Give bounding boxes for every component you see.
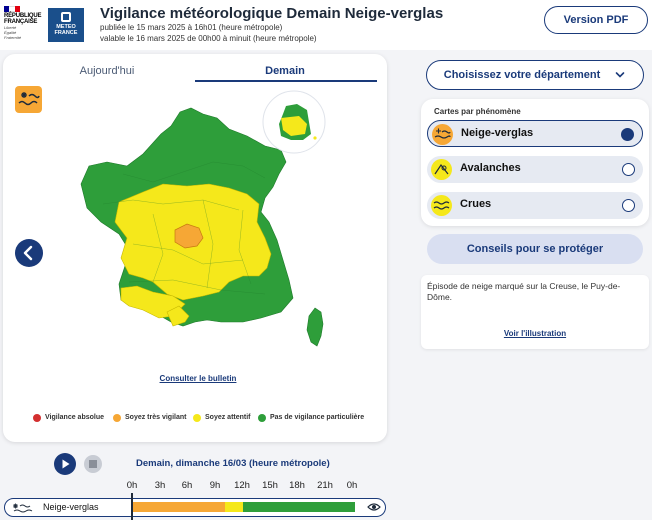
- chevron-down-icon: [615, 72, 625, 78]
- republique-francaise-logo: RÉPUBLIQUE FRANÇAISE Liberté Égalité Fra…: [4, 6, 44, 46]
- timeline-tick: 0h: [346, 480, 358, 491]
- vigilance-legend: Vigilance absolue Soyez très vigilant So…: [33, 412, 373, 424]
- description-card: Épisode de neige marqué sur la Creuse, l…: [421, 275, 649, 349]
- timeline-track-label: Neige-verglas: [43, 502, 99, 512]
- protection-advice-button[interactable]: Conseils pour se protéger: [427, 234, 643, 264]
- waves-icon: [431, 195, 452, 216]
- chevron-left-icon: [23, 245, 33, 261]
- map-card: Aujourd'hui Demain: [3, 54, 387, 442]
- legend-dot: [33, 414, 41, 422]
- phenomena-title: Cartes par phénomène: [434, 107, 521, 116]
- phenomenon-option-neige-verglas[interactable]: Neige-verglas: [427, 120, 643, 147]
- previous-map-button[interactable]: [15, 239, 43, 267]
- legend-dot: [193, 414, 201, 422]
- department-select-label: Choisissez votre département: [443, 69, 601, 81]
- play-icon: [62, 459, 70, 469]
- view-illustration-link[interactable]: Voir l'illustration: [503, 329, 567, 338]
- motto-liberte: Liberté: [4, 25, 17, 30]
- snowflake-ice-icon: [18, 92, 40, 106]
- timeline-tick: 15h: [262, 480, 278, 491]
- avalanche-icon: [431, 159, 452, 180]
- france-text: FRANCE: [54, 30, 78, 36]
- timeline-segment-orange: [132, 502, 225, 512]
- motto-fraternite: Fraternité: [4, 35, 22, 40]
- department-borders: [102, 161, 266, 295]
- phenomenon-option-avalanches[interactable]: Avalanches: [427, 156, 643, 183]
- page-header: RÉPUBLIQUE FRANÇAISE Liberté Égalité Fra…: [0, 0, 652, 50]
- published-date: publiée le 15 mars 2025 à 16h01 (heure m…: [100, 23, 283, 32]
- francaise-text: FRANÇAISE: [4, 19, 38, 25]
- legend-dot: [258, 414, 266, 422]
- phenomenon-label: Avalanches: [460, 162, 521, 174]
- radio-unselected[interactable]: [622, 163, 635, 176]
- stop-icon: [89, 460, 97, 468]
- republique-text: RÉPUBLIQUE: [4, 13, 42, 19]
- timeline-track[interactable]: Neige-verglas: [4, 498, 386, 517]
- phenomenon-label: Neige-verglas: [461, 127, 534, 139]
- meteo-france-logo[interactable]: METEO FRANCE: [48, 8, 84, 42]
- snowflake-ice-icon: [13, 503, 33, 513]
- phenomena-panel: Cartes par phénomène Neige-verglas Avala…: [421, 99, 649, 226]
- legend-label: Vigilance absolue: [45, 414, 105, 421]
- timeline-tick: 9h: [209, 480, 221, 491]
- timeline-tick: 18h: [289, 480, 305, 491]
- timeline-tick: 0h: [126, 480, 138, 491]
- stop-button[interactable]: [84, 455, 102, 473]
- department-select-button[interactable]: Choisissez votre département: [426, 60, 644, 90]
- timeline-tick: 21h: [317, 480, 333, 491]
- tab-tomorrow[interactable]: Demain: [265, 65, 305, 77]
- page-title: Vigilance météorologique Demain Neige-ve…: [100, 5, 444, 22]
- legend-label: Soyez très vigilant: [125, 414, 187, 421]
- active-tab-indicator: [195, 80, 377, 82]
- radio-selected[interactable]: [621, 128, 634, 141]
- episode-description: Épisode de neige marqué sur la Creuse, l…: [427, 281, 621, 302]
- consult-bulletin-link[interactable]: Consulter le bulletin: [159, 374, 237, 383]
- timeline-date: Demain, dimanche 16/03 (heure métropole): [136, 458, 330, 469]
- play-button[interactable]: [54, 453, 76, 475]
- meteo-france-mark-icon: [61, 12, 71, 22]
- corsica-green-zone[interactable]: [306, 307, 324, 347]
- timeline-cursor[interactable]: [131, 493, 133, 520]
- france-vigilance-map[interactable]: [3, 54, 387, 442]
- validity-period: valable le 16 mars 2025 de 00h00 à minui…: [100, 34, 317, 43]
- phenomenon-option-crues[interactable]: Crues: [427, 192, 643, 219]
- yellow-zone-pyrenees[interactable]: [166, 305, 190, 327]
- legend-label: Pas de vigilance particulière: [270, 414, 365, 421]
- timeline-segment-yellow: [225, 502, 243, 512]
- phenomenon-badge: [15, 86, 42, 113]
- phenomenon-label: Crues: [460, 198, 492, 210]
- timeline-tick: 6h: [181, 480, 193, 491]
- legend-label: Soyez attentif: [205, 414, 251, 421]
- orange-zone-creuse-puy-de-dome[interactable]: [174, 223, 204, 249]
- radio-unselected[interactable]: [622, 199, 635, 212]
- french-flag-icon: [4, 6, 20, 12]
- meteo-text: METEO: [56, 24, 76, 30]
- pdf-version-button[interactable]: Version PDF: [544, 6, 648, 34]
- legend-dot: [113, 414, 121, 422]
- mini-map-inset[interactable]: [262, 90, 326, 154]
- timeline-tick: 3h: [154, 480, 166, 491]
- eye-icon[interactable]: [367, 501, 381, 513]
- motto-egalite: Égalité: [4, 30, 17, 35]
- tab-today[interactable]: Aujourd'hui: [79, 65, 135, 77]
- snowflake-ice-icon: [432, 124, 453, 145]
- timeline-tick: 12h: [234, 480, 250, 491]
- timeline-segment-green: [243, 502, 355, 512]
